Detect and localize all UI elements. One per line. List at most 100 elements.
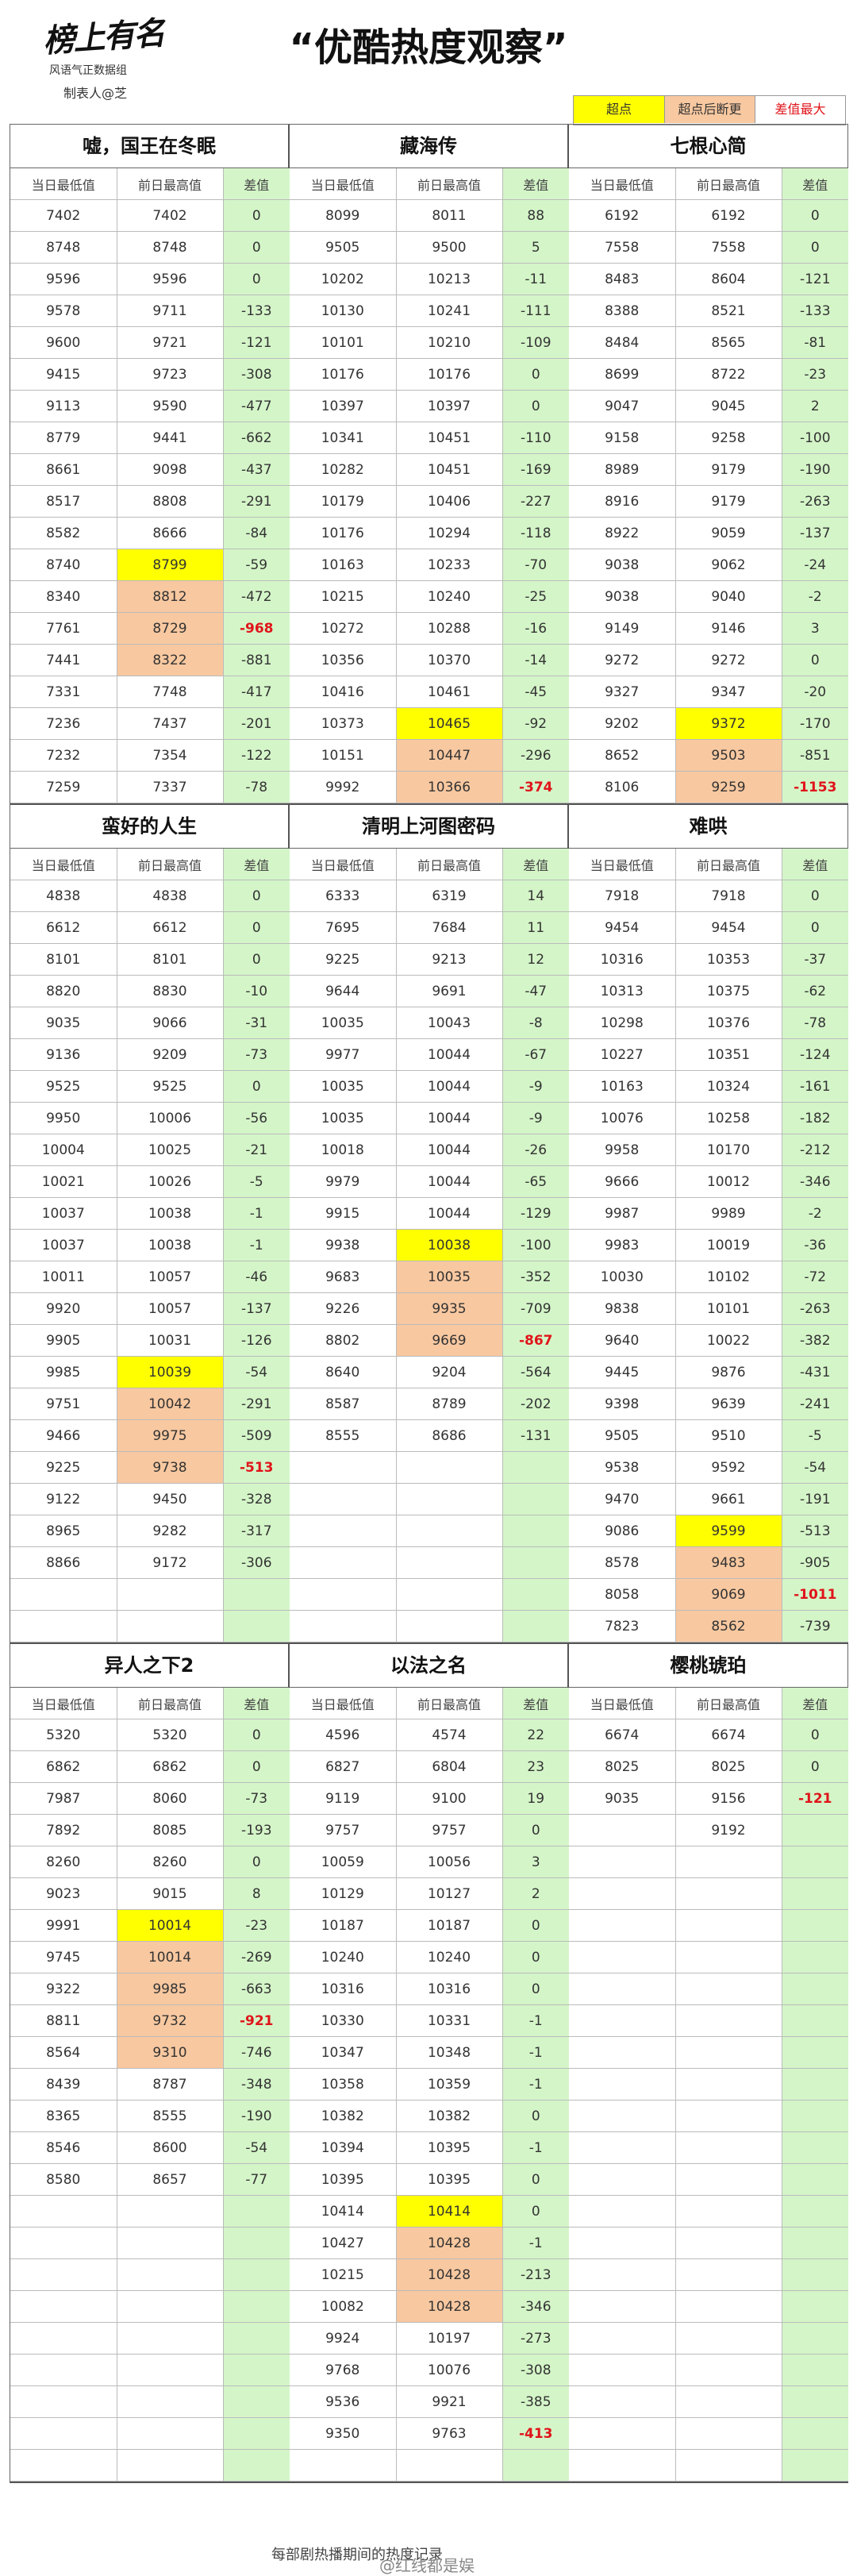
show-title: 以法之名 [290,1644,567,1688]
prev-high-cell: 9258 [675,422,782,454]
diff-cell [502,1483,569,1515]
table-row: 9905 10031 -126 [10,1324,290,1357]
day-low-cell: 8922 [569,517,676,549]
table-row: 9924 10197 -273 [290,2322,569,2355]
prev-high-cell: 10043 [396,1007,503,1039]
show-section: 以法之名 当日最低值 前日最高值 差值 4596 4574 22 6827 6804 23 9119… [290,1644,569,2482]
diff-cell: -137 [782,517,848,549]
prev-high-cell: 10294 [396,517,503,549]
prev-high-cell: 10395 [396,2131,503,2164]
diff-cell [223,1610,290,1642]
prev-high-cell: 10213 [396,263,503,295]
day-low-cell: 9992 [290,771,397,803]
table-row [569,1941,848,1973]
prev-high-cell: 10348 [396,2036,503,2069]
prev-high-cell: 10414 [396,2195,503,2228]
show-section: 嘘，国王在冬眠 当日最低值 前日最高值 差值 7402 7402 0 8748 8748 0 959… [10,125,290,803]
table-row: 9992 10366 -374 [290,771,569,803]
day-low-cell: 9768 [290,2354,397,2386]
prev-high-cell [675,2385,782,2418]
day-low-cell: 10163 [290,549,397,581]
day-low-cell [569,2449,676,2482]
heat-table: 当日最低值 前日最高值 差值 6333 6319 14 7695 7684 11 9225 9213… [290,849,569,1642]
diff-cell: -709 [502,1292,569,1325]
day-low-cell: 8640 [290,1356,397,1388]
day-low-cell: 9038 [569,580,676,613]
table-row: 7402 7402 0 [10,199,290,232]
day-low-cell: 8099 [290,199,397,232]
prev-high-cell [117,2195,224,2228]
prev-high-cell [117,1578,224,1611]
day-low-cell: 7823 [569,1610,676,1642]
day-low-cell [569,1909,676,1942]
diff-cell: -564 [502,1356,569,1388]
prev-high-cell: 10044 [396,1165,503,1198]
table-row [290,1578,569,1611]
day-low-cell: 10427 [290,2227,397,2259]
diff-cell: -100 [782,422,848,454]
table-row [10,2195,290,2228]
day-low-cell: 10037 [10,1197,117,1230]
prev-high-cell: 9599 [675,1515,782,1547]
prev-high-cell: 10451 [396,453,503,486]
table-row: 7695 7684 11 [290,911,569,944]
prev-high-cell [675,1941,782,1973]
prev-high-cell: 9209 [117,1038,224,1071]
prev-high-cell: 10176 [396,358,503,391]
day-low-cell: 9322 [10,1973,117,2005]
day-low-cell: 6674 [569,1719,676,1751]
prev-high-cell: 10465 [396,707,503,740]
maker-credit: 制表人@芝 [63,86,128,101]
table-row: 9035 9156 -121 [569,1782,848,1815]
table-row: 9192 [569,1814,848,1846]
diff-cell: -227 [502,485,569,518]
diff-cell: -54 [782,1451,848,1484]
prev-high-cell: 8830 [117,975,224,1007]
diff-cell: -20 [782,676,848,708]
prev-high-cell: 6319 [396,880,503,912]
show-section: 异人之下2 当日最低值 前日最高值 差值 5320 5320 0 6862 6862 0 7987 8… [10,1644,290,2482]
show-title: 藏海传 [290,125,567,168]
diff-cell: 0 [782,1750,848,1783]
prev-high-cell: 10197 [396,2322,503,2355]
prev-high-cell: 10035 [396,1261,503,1293]
table-row [10,2354,290,2386]
prev-high-cell: 10359 [396,2068,503,2100]
table-row: 6827 6804 23 [290,1750,569,1783]
table-row [569,2417,848,2450]
diff-cell: -121 [782,263,848,295]
day-low-cell [569,2100,676,2132]
table-row [290,1515,569,1547]
prev-high-cell [675,1877,782,1910]
day-low-cell: 9977 [290,1038,397,1071]
day-low-cell: 8740 [10,549,117,581]
prev-high-cell: 9204 [396,1356,503,1388]
day-low-cell: 9958 [569,1134,676,1166]
diff-cell: -191 [782,1483,848,1515]
diff-cell [782,1973,848,2005]
day-low-cell: 9202 [569,707,676,740]
day-low-cell [569,2004,676,2037]
table-row: 8340 8812 -472 [10,580,290,613]
diff-cell: 0 [782,644,848,676]
day-low-cell: 9938 [290,1229,397,1261]
day-low-cell: 9136 [10,1038,117,1071]
table-row: 10151 10447 -296 [290,739,569,772]
prev-high-cell: 10351 [675,1038,782,1071]
diff-cell: -169 [502,453,569,486]
table-row [290,2449,569,2482]
prev-high-cell: 9372 [675,707,782,740]
table-row: 10030 10102 -72 [569,1261,848,1293]
prev-high-cell: 10331 [396,2004,503,2037]
diff-cell: -348 [223,2068,290,2100]
prev-high-cell: 10376 [675,1007,782,1039]
diff-cell [782,2195,848,2228]
diff-cell: -21 [223,1134,290,1166]
day-low-cell: 10358 [290,2068,397,2100]
prev-high-cell: 7437 [117,707,224,740]
prev-high-cell [396,1515,503,1547]
table-row: 9225 9213 12 [290,943,569,976]
table-row: 9454 9454 0 [569,911,848,944]
prev-high-cell: 10101 [675,1292,782,1325]
heat-table: 当日最低值 前日最高值 差值 4838 4838 0 6612 6612 0 8101 8101 0 8… [10,849,290,1642]
